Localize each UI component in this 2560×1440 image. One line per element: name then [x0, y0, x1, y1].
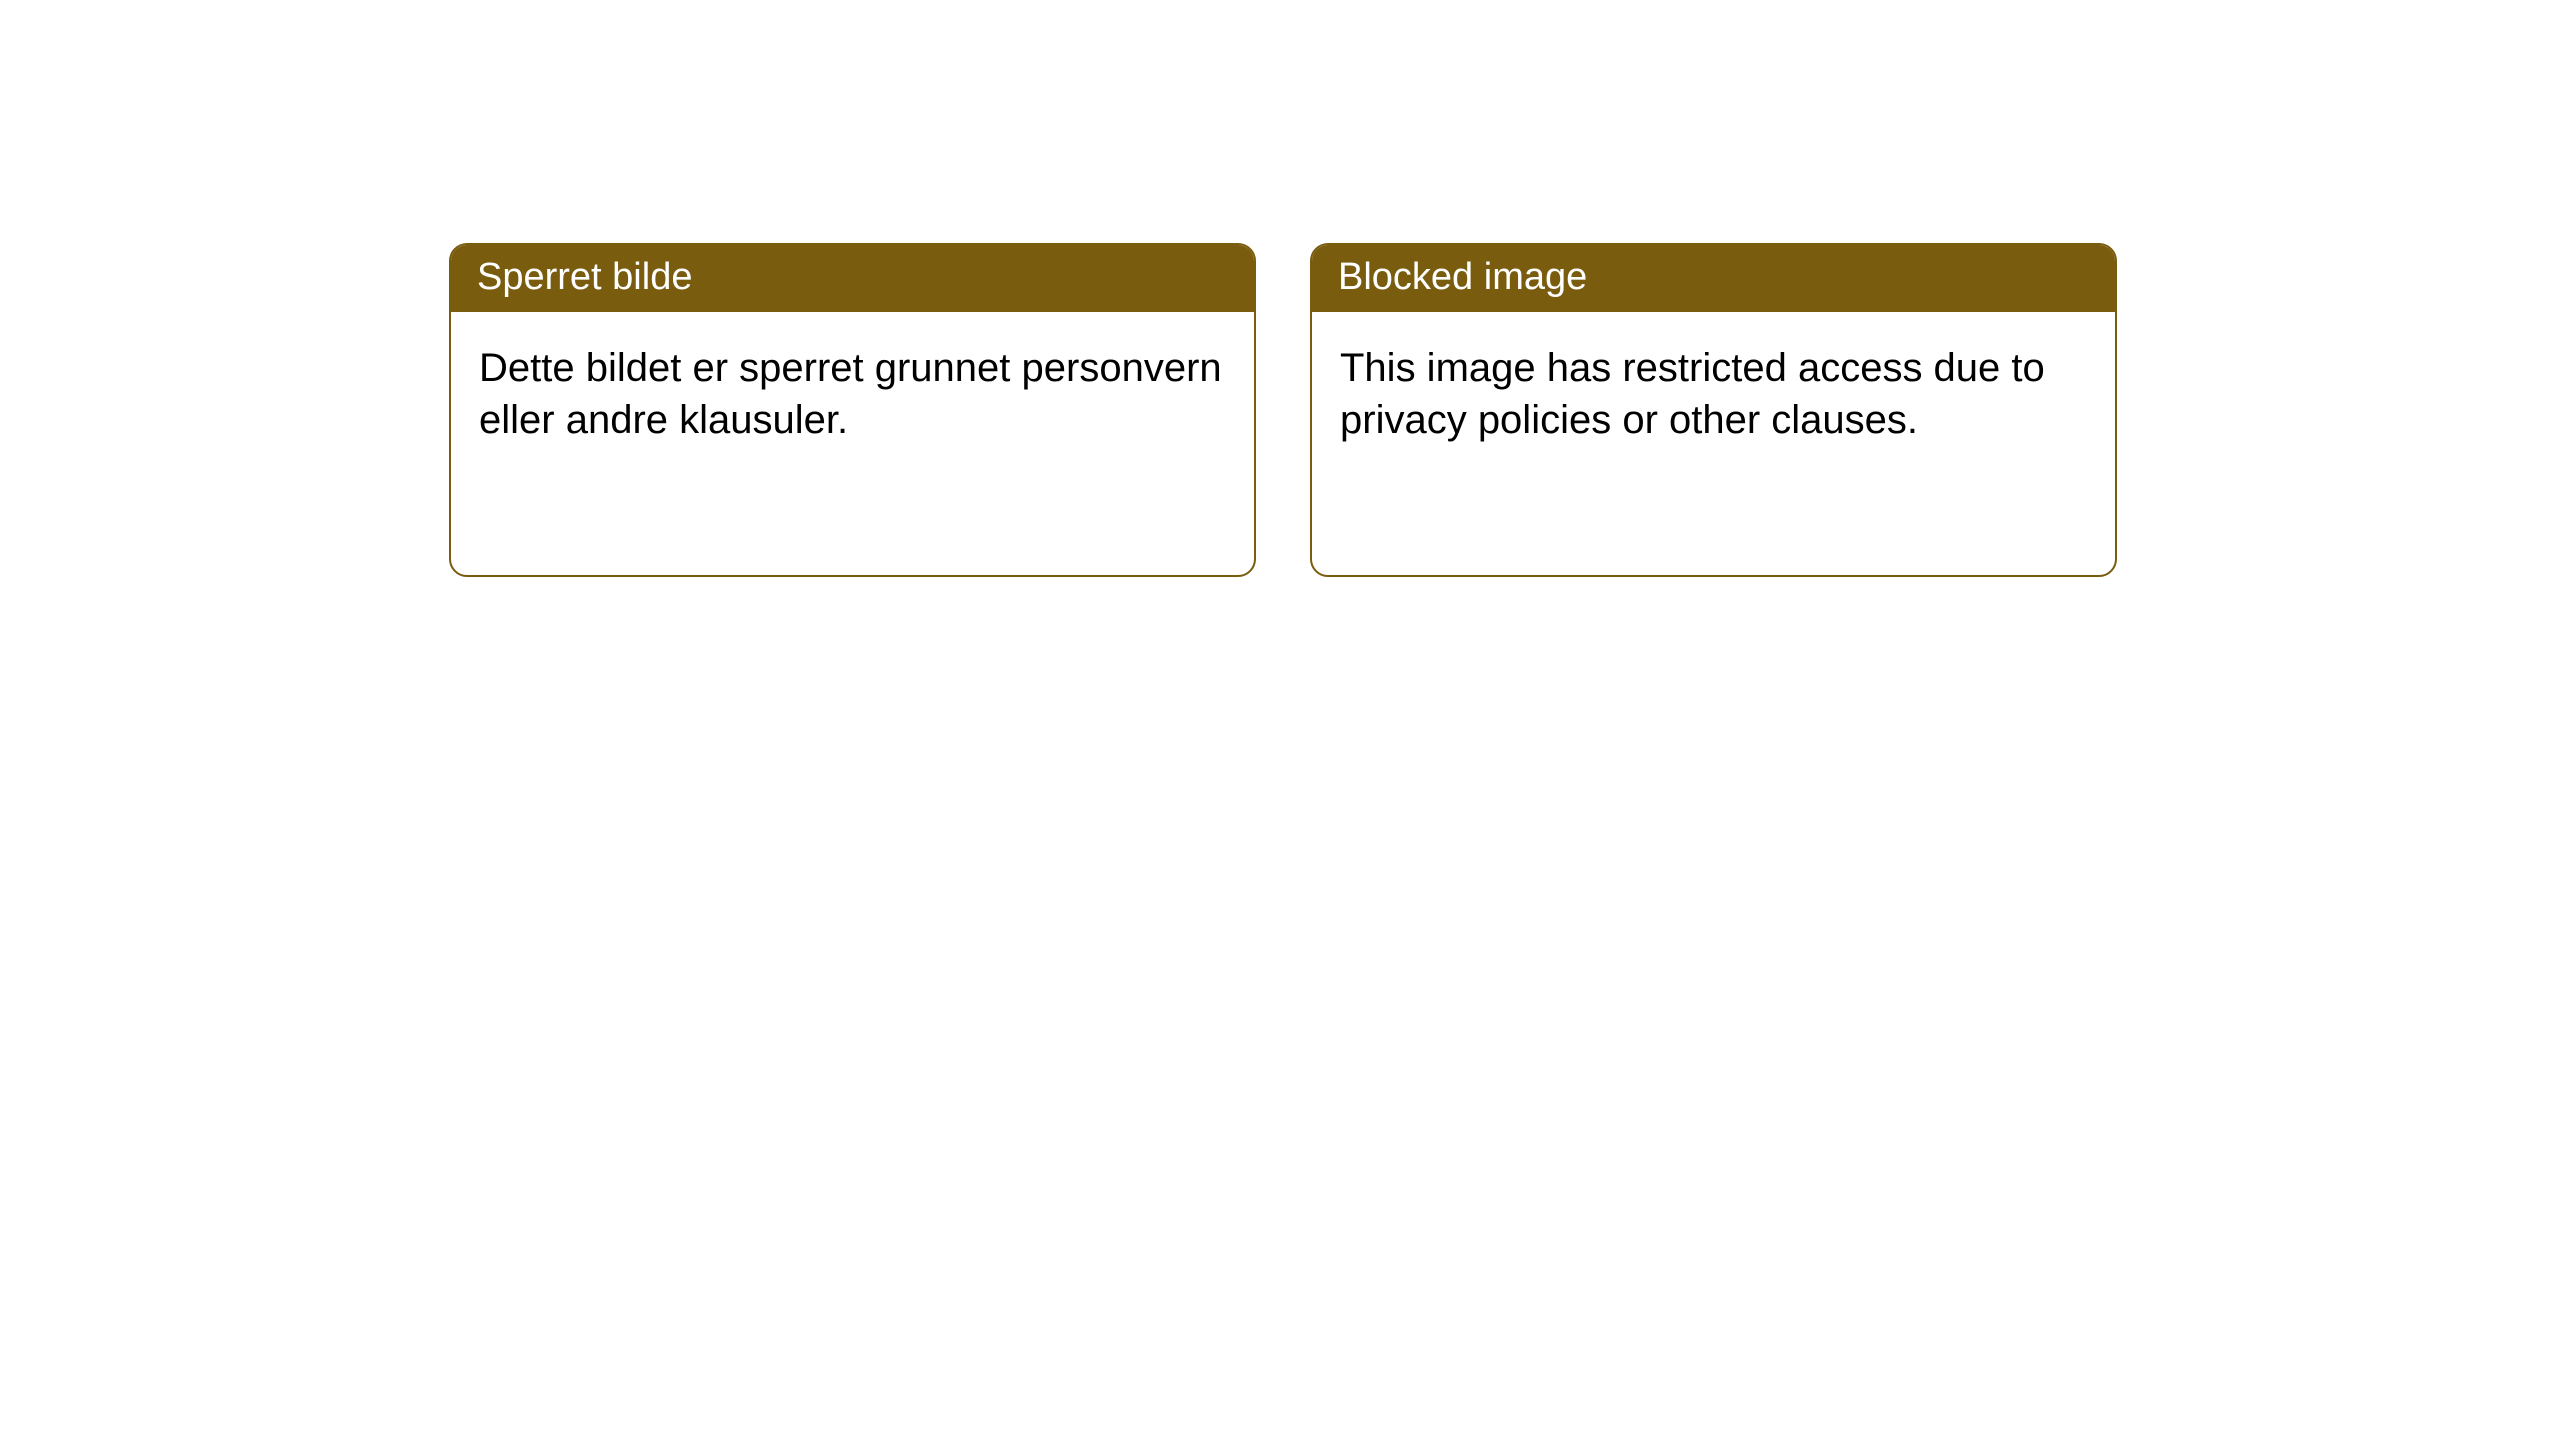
notice-container: Sperret bilde Dette bildet er sperret gr…	[0, 0, 2560, 577]
notice-card-norwegian: Sperret bilde Dette bildet er sperret gr…	[449, 243, 1256, 577]
notice-card-english: Blocked image This image has restricted …	[1310, 243, 2117, 577]
notice-body-english: This image has restricted access due to …	[1312, 312, 2115, 476]
notice-header-english: Blocked image	[1312, 245, 2115, 312]
notice-header-norwegian: Sperret bilde	[451, 245, 1254, 312]
notice-body-norwegian: Dette bildet er sperret grunnet personve…	[451, 312, 1254, 476]
